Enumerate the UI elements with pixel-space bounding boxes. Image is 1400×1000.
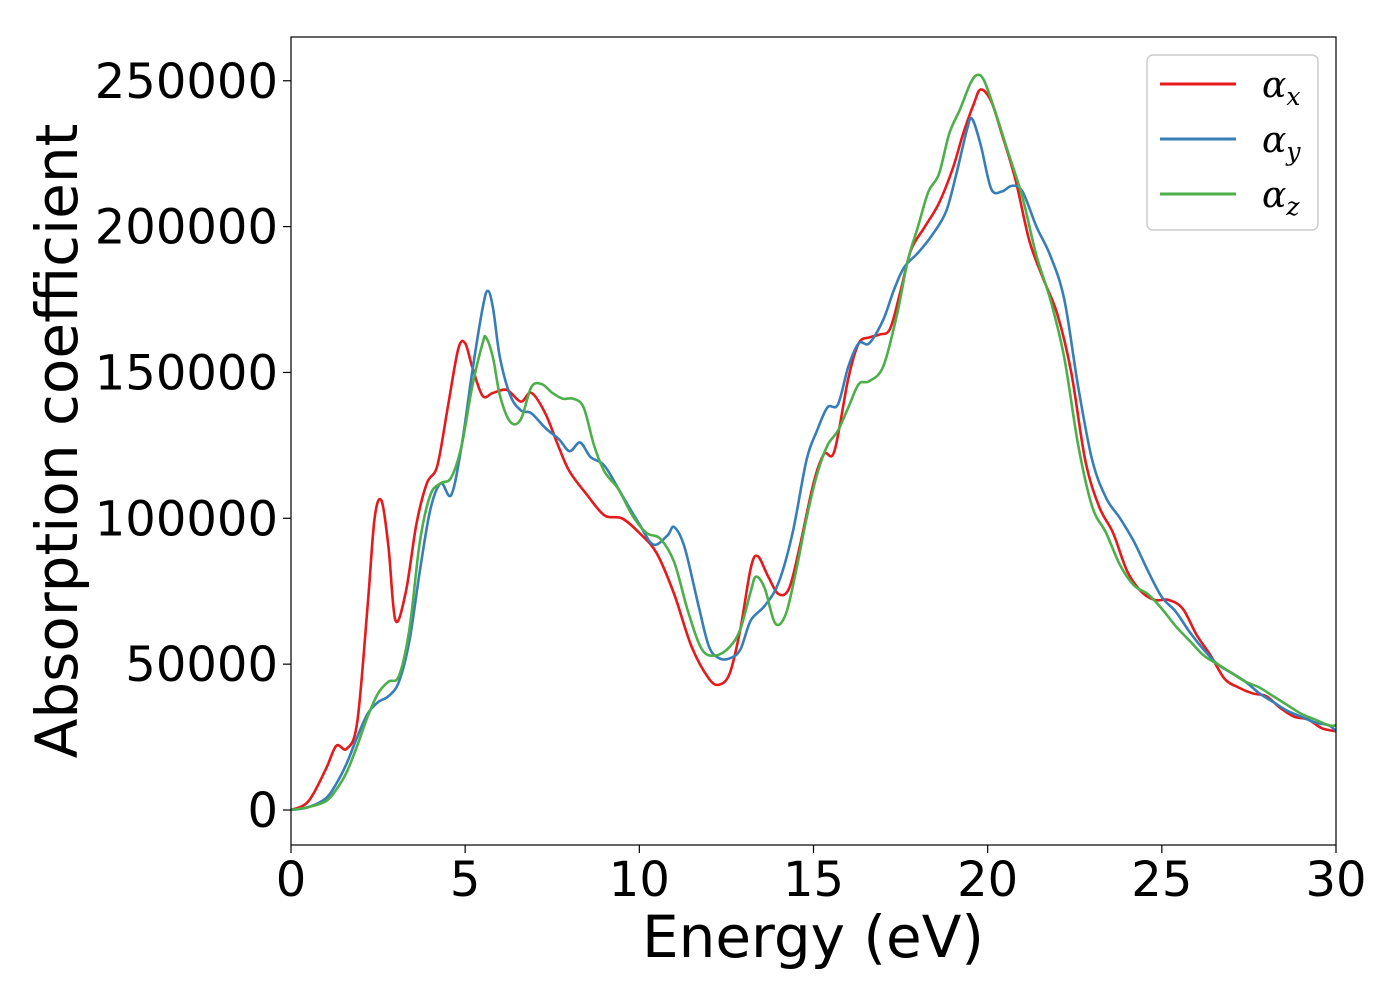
y-tick-label: 250000 bbox=[95, 54, 278, 110]
legend-entry-z: αz bbox=[1160, 175, 1300, 221]
legend-entry-y: αy bbox=[1160, 120, 1301, 166]
x-tick-label: 0 bbox=[276, 852, 307, 908]
x-axis-label: Energy (eV) bbox=[642, 903, 984, 971]
x-tick-label: 30 bbox=[1305, 852, 1366, 908]
y-tick-label: 150000 bbox=[95, 345, 278, 401]
y-axis-label: Absorption coefficient bbox=[23, 124, 91, 759]
x-tick-label: 15 bbox=[783, 852, 844, 908]
series-line-y bbox=[290, 116, 1337, 812]
legend-label-x-base: α bbox=[1262, 65, 1286, 106]
y-tick-label: 0 bbox=[247, 783, 278, 839]
legend-box bbox=[1146, 54, 1319, 231]
y-axis-ticks: 0 50000 100000 150000 200000 250000 bbox=[95, 54, 291, 839]
x-tick-label: 10 bbox=[609, 852, 670, 908]
y-tick-label: 50000 bbox=[125, 637, 278, 693]
legend-label-x-sub: x bbox=[1286, 82, 1300, 111]
x-tick-label: 5 bbox=[450, 852, 481, 908]
series-layer bbox=[290, 73, 1337, 812]
x-tick-label: 25 bbox=[1131, 852, 1192, 908]
y-tick-label: 200000 bbox=[95, 200, 278, 256]
x-tick-label: 20 bbox=[957, 852, 1018, 908]
series-line-z bbox=[290, 73, 1337, 812]
legend-label-z: αz bbox=[1262, 175, 1300, 221]
y-tick-label: 100000 bbox=[95, 491, 278, 547]
legend: αx αy αz bbox=[1146, 54, 1319, 231]
legend-label-z-base: α bbox=[1262, 175, 1286, 216]
legend-label-y-sub: y bbox=[1285, 137, 1301, 166]
legend-entry-x: αx bbox=[1160, 65, 1300, 111]
x-axis-ticks: 0 5 10 15 20 25 30 bbox=[276, 845, 1367, 908]
legend-label-z-sub: z bbox=[1285, 192, 1300, 221]
legend-label-y-base: α bbox=[1262, 120, 1286, 161]
legend-label-x: αx bbox=[1262, 65, 1300, 111]
legend-label-y: αy bbox=[1262, 120, 1301, 166]
